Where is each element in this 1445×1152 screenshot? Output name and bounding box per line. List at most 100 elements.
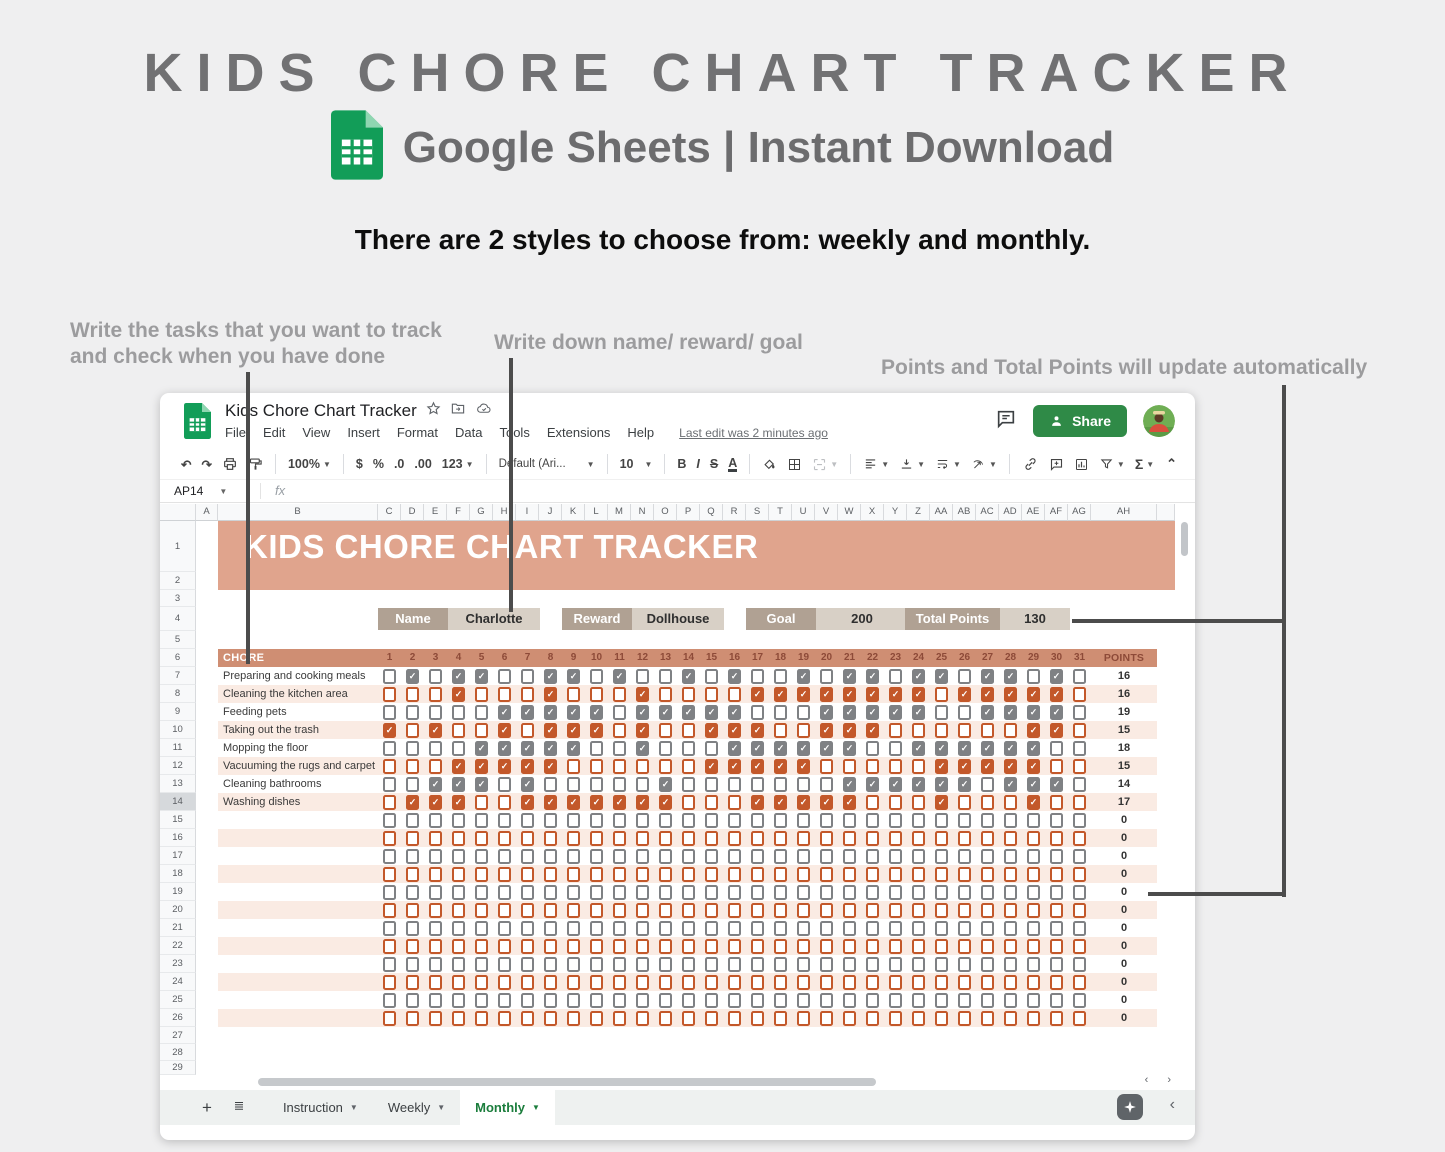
checkbox-day-16[interactable] xyxy=(728,776,741,792)
checkbox-day-19[interactable] xyxy=(797,704,810,720)
checkbox-day-16[interactable] xyxy=(728,848,741,864)
checkbox-day-14[interactable]: ✓ xyxy=(682,704,695,720)
checkbox-day-13[interactable] xyxy=(659,686,672,702)
add-sheet-icon[interactable]: + xyxy=(202,1097,212,1117)
checkbox-day-22[interactable] xyxy=(866,1010,879,1026)
checkbox-day-14[interactable] xyxy=(682,938,695,954)
checkbox-day-25[interactable] xyxy=(935,686,948,702)
row-header-19[interactable]: 19 xyxy=(160,883,196,901)
chore-name-cell[interactable]: Preparing and cooking meals xyxy=(223,670,366,682)
checkbox-day-24[interactable] xyxy=(912,758,925,774)
checkbox-day-28[interactable] xyxy=(1004,848,1017,864)
checkbox-day-3[interactable]: ✓ xyxy=(429,776,442,792)
checkbox-day-9[interactable]: ✓ xyxy=(567,794,580,810)
checkbox-day-4[interactable] xyxy=(452,848,465,864)
checkbox-day-17[interactable]: ✓ xyxy=(751,740,764,756)
checkbox-day-8[interactable]: ✓ xyxy=(544,704,557,720)
checkbox-day-23[interactable] xyxy=(889,830,902,846)
checkbox-day-12[interactable] xyxy=(636,776,649,792)
checkbox-day-27[interactable] xyxy=(981,830,994,846)
checkbox-day-6[interactable] xyxy=(498,884,511,900)
checkbox-day-14[interactable] xyxy=(682,992,695,1008)
checkbox-day-1[interactable] xyxy=(383,848,396,864)
checkbox-day-5[interactable] xyxy=(475,866,488,882)
checkbox-day-27[interactable] xyxy=(981,902,994,918)
checkbox-day-12[interactable] xyxy=(636,974,649,990)
checkbox-day-14[interactable] xyxy=(682,920,695,936)
checkbox-day-25[interactable] xyxy=(935,956,948,972)
checkbox-day-13[interactable] xyxy=(659,668,672,684)
checkbox-day-21[interactable]: ✓ xyxy=(843,776,856,792)
row-header-27[interactable]: 27 xyxy=(160,1027,196,1044)
checkbox-day-29[interactable]: ✓ xyxy=(1027,740,1040,756)
font-select[interactable]: Default (Ari... ▼ xyxy=(498,458,595,470)
tab-instruction[interactable]: Instruction ▼ xyxy=(282,1100,358,1115)
checkbox-day-4[interactable] xyxy=(452,920,465,936)
checkbox-day-9[interactable] xyxy=(567,686,580,702)
checkbox-day-6[interactable]: ✓ xyxy=(498,704,511,720)
checkbox-day-5[interactable] xyxy=(475,794,488,810)
checkbox-day-7[interactable] xyxy=(521,866,534,882)
chore-name-cell[interactable]: Mopping the floor xyxy=(223,742,308,754)
checkbox-day-17[interactable] xyxy=(751,920,764,936)
checkbox-day-25[interactable] xyxy=(935,1010,948,1026)
checkbox-day-6[interactable] xyxy=(498,902,511,918)
checkbox-day-3[interactable] xyxy=(429,920,442,936)
column-header-X[interactable]: X xyxy=(861,504,884,521)
checkbox-day-3[interactable] xyxy=(429,830,442,846)
checkbox-day-30[interactable]: ✓ xyxy=(1050,704,1063,720)
checkbox-day-3[interactable] xyxy=(429,848,442,864)
cloud-status-icon[interactable] xyxy=(475,401,493,421)
column-header-G[interactable]: G xyxy=(470,504,493,521)
name-box[interactable]: AP14 ▼ xyxy=(174,484,228,498)
checkbox-day-3[interactable] xyxy=(429,992,442,1008)
checkbox-day-21[interactable]: ✓ xyxy=(843,686,856,702)
checkbox-day-30[interactable] xyxy=(1050,974,1063,990)
checkbox-day-29[interactable]: ✓ xyxy=(1027,758,1040,774)
checkbox-day-16[interactable]: ✓ xyxy=(728,704,741,720)
checkbox-day-22[interactable]: ✓ xyxy=(866,722,879,738)
checkbox-day-5[interactable] xyxy=(475,722,488,738)
checkbox-day-31[interactable] xyxy=(1073,1010,1086,1026)
checkbox-day-25[interactable] xyxy=(935,884,948,900)
checkbox-day-29[interactable] xyxy=(1027,668,1040,684)
checkbox-day-21[interactable]: ✓ xyxy=(843,722,856,738)
info-value[interactable]: Charlotte xyxy=(448,608,540,630)
checkbox-day-7[interactable] xyxy=(521,992,534,1008)
checkbox-day-30[interactable]: ✓ xyxy=(1050,668,1063,684)
checkbox-day-17[interactable]: ✓ xyxy=(751,686,764,702)
checkbox-day-28[interactable] xyxy=(1004,956,1017,972)
row-header-8[interactable]: 8 xyxy=(160,685,196,703)
checkbox-day-18[interactable] xyxy=(774,956,787,972)
checkbox-day-26[interactable]: ✓ xyxy=(958,740,971,756)
checkbox-day-1[interactable] xyxy=(383,974,396,990)
row-header-2[interactable]: 2 xyxy=(160,572,196,590)
chore-name-cell[interactable]: Cleaning bathrooms xyxy=(223,778,322,790)
checkbox-day-24[interactable] xyxy=(912,902,925,918)
checkbox-day-12[interactable] xyxy=(636,758,649,774)
checkbox-day-5[interactable] xyxy=(475,848,488,864)
checkbox-day-16[interactable]: ✓ xyxy=(728,740,741,756)
checkbox-day-8[interactable] xyxy=(544,1010,557,1026)
checkbox-day-30[interactable]: ✓ xyxy=(1050,722,1063,738)
menu-tools[interactable]: Tools xyxy=(499,425,530,440)
checkbox-day-18[interactable] xyxy=(774,866,787,882)
chore-name-cell[interactable] xyxy=(218,955,378,973)
select-all-corner[interactable] xyxy=(160,504,196,521)
checkbox-day-10[interactable] xyxy=(590,758,603,774)
checkbox-day-2[interactable] xyxy=(406,992,419,1008)
checkbox-day-2[interactable] xyxy=(406,884,419,900)
checkbox-day-7[interactable] xyxy=(521,938,534,954)
checkbox-day-11[interactable] xyxy=(613,974,626,990)
checkbox-day-3[interactable] xyxy=(429,740,442,756)
checkbox-day-3[interactable] xyxy=(429,812,442,828)
checkbox-day-9[interactable] xyxy=(567,848,580,864)
checkbox-day-30[interactable]: ✓ xyxy=(1050,776,1063,792)
checkbox-day-31[interactable] xyxy=(1073,704,1086,720)
checkbox-day-16[interactable] xyxy=(728,794,741,810)
checkbox-day-27[interactable]: ✓ xyxy=(981,740,994,756)
checkbox-day-10[interactable] xyxy=(590,974,603,990)
checkbox-day-13[interactable] xyxy=(659,740,672,756)
checkbox-day-8[interactable] xyxy=(544,902,557,918)
checkbox-day-6[interactable]: ✓ xyxy=(498,740,511,756)
